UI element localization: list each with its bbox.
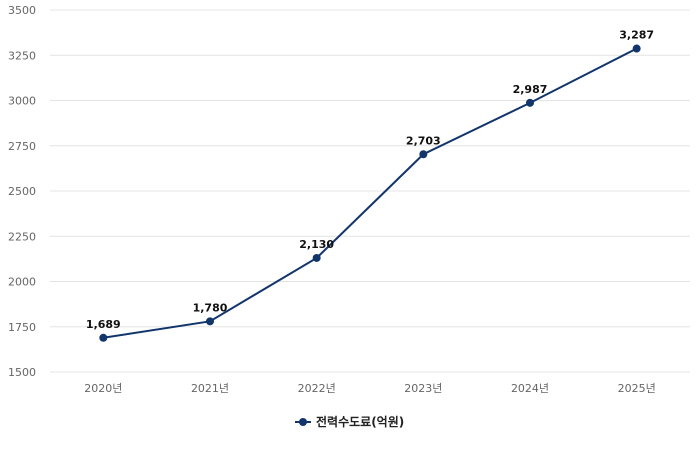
gridlines (50, 9, 690, 373)
data-label: 2,987 (513, 83, 548, 96)
data-label: 1,689 (86, 318, 121, 331)
y-tick-label: 3500 (8, 4, 36, 17)
data-point (206, 317, 214, 326)
y-tick-label: 1500 (8, 366, 36, 379)
x-tick-label: 2021년 (191, 382, 229, 395)
y-tick-label: 2500 (8, 185, 36, 198)
data-point (312, 253, 321, 262)
data-label: 2,703 (406, 134, 441, 147)
y-tick-label: 3000 (8, 95, 36, 108)
data-point (99, 333, 108, 342)
legend-marker-icon (295, 416, 311, 428)
y-tick-label: 2000 (8, 276, 36, 289)
data-label: 1,780 (193, 301, 228, 314)
y-axis-ticks: 1500 1750 2000 2250 2500 2750 3000 3250 3500 (8, 4, 36, 379)
x-tick-label: 2023년 (404, 382, 442, 395)
y-tick-label: 1750 (8, 321, 36, 334)
data-label: 3,287 (619, 29, 654, 42)
data-labels: 1,689 1,780 2,130 2,703 2,987 3,287 (86, 29, 654, 331)
y-tick-label: 2750 (8, 140, 36, 153)
series-line (103, 47, 638, 339)
data-point (419, 150, 428, 159)
y-tick-label: 3250 (8, 49, 36, 62)
x-axis-ticks: 2020년 2021년 2022년 2023년 2024년 2025년 (84, 382, 655, 395)
data-point (632, 44, 641, 53)
series-power-water-cost (99, 44, 641, 342)
legend-label: 전력수도료(억원) (316, 415, 405, 429)
data-point (526, 98, 534, 107)
x-tick-label: 2020년 (84, 382, 122, 395)
y-tick-label: 2250 (8, 230, 36, 243)
data-label: 2,130 (299, 238, 334, 251)
legend: 전력수도료(억원) (295, 413, 404, 430)
x-tick-label: 2022년 (298, 382, 336, 395)
x-tick-label: 2024년 (511, 382, 549, 395)
x-tick-label: 2025년 (618, 382, 656, 395)
